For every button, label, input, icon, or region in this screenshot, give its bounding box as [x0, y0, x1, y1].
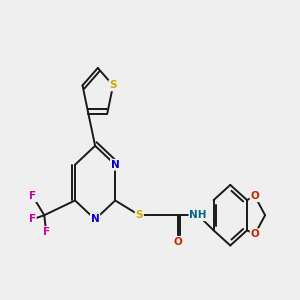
Text: F: F [43, 227, 50, 237]
Text: O: O [174, 237, 182, 247]
Text: O: O [250, 229, 259, 239]
Text: S: S [136, 210, 143, 220]
Text: N: N [91, 214, 100, 224]
Text: F: F [29, 191, 36, 201]
Text: S: S [109, 80, 117, 90]
Text: NH: NH [189, 210, 207, 220]
Text: O: O [250, 191, 259, 201]
Text: N: N [111, 160, 120, 170]
Text: F: F [29, 214, 36, 224]
